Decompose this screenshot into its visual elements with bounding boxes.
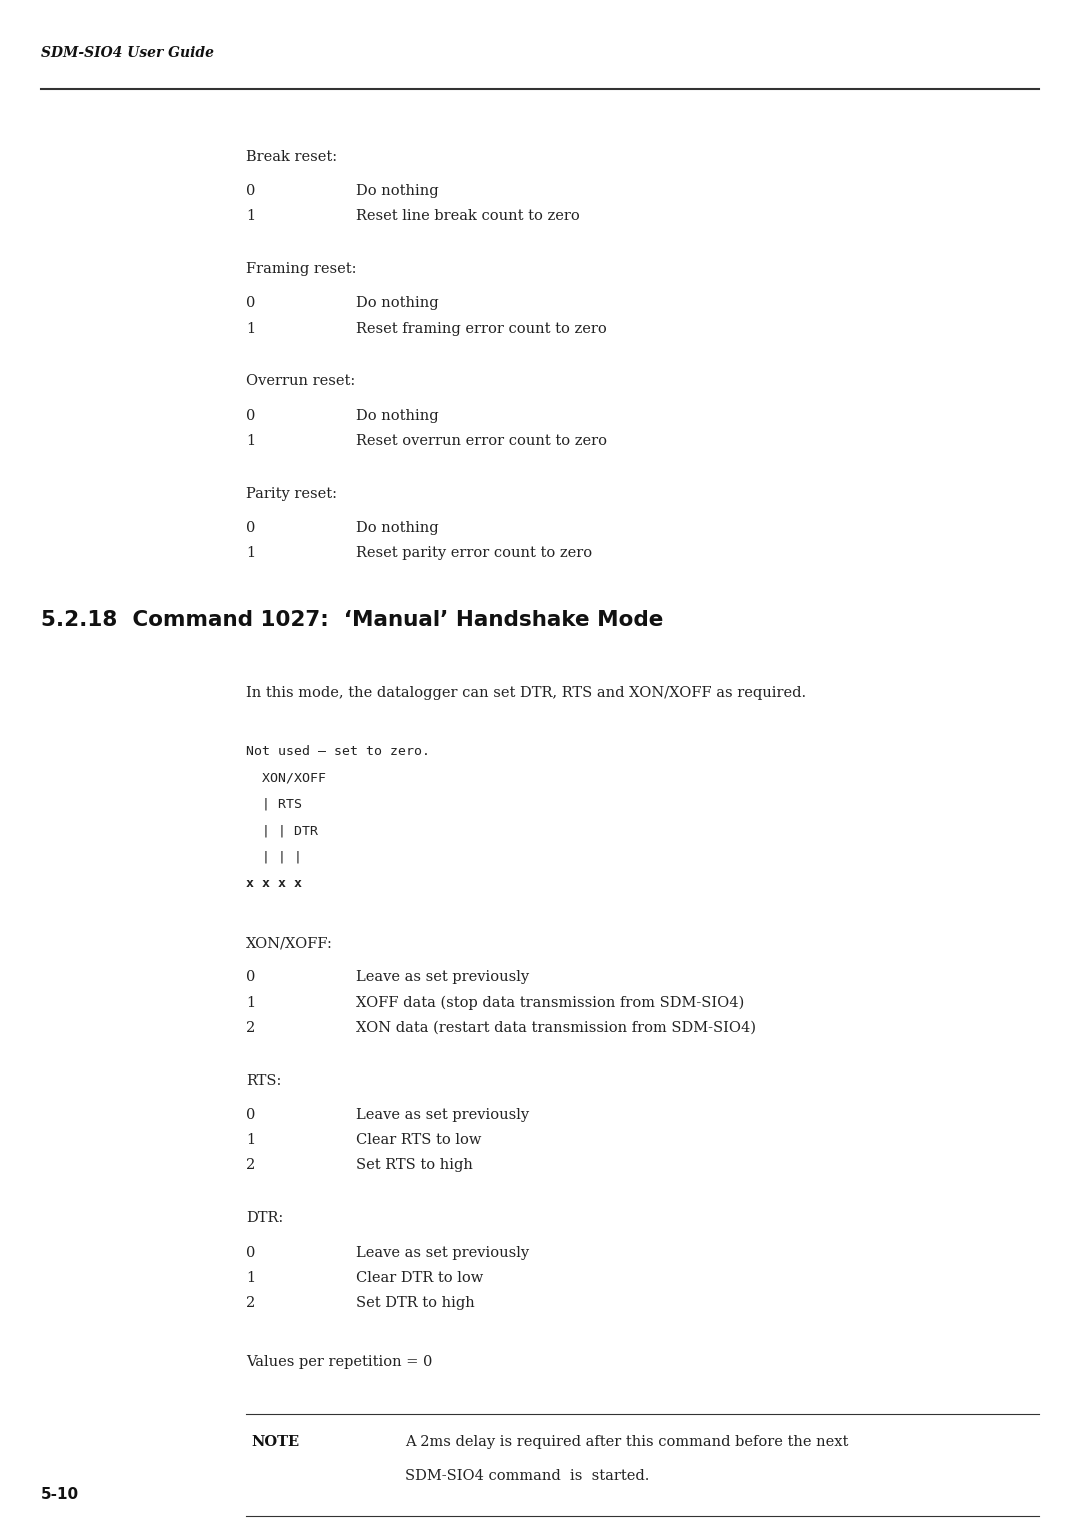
Text: XON/XOFF:: XON/XOFF: [246,937,333,950]
Text: 0: 0 [246,408,256,423]
Text: NOTE: NOTE [252,1435,300,1449]
Text: Clear RTS to low: Clear RTS to low [356,1134,482,1148]
Text: 1: 1 [246,996,255,1010]
Text: | | |: | | | [246,851,302,863]
Text: 1: 1 [246,434,255,448]
Text: XOFF data (stop data transmission from SDM-SIO4): XOFF data (stop data transmission from S… [356,996,744,1010]
Text: Do nothing: Do nothing [356,296,440,310]
Text: 0: 0 [246,296,256,310]
Text: x x x x: x x x x [246,877,302,891]
Text: Overrun reset:: Overrun reset: [246,374,355,388]
Text: Reset parity error count to zero: Reset parity error count to zero [356,547,593,561]
Text: 0: 0 [246,521,256,535]
Text: 2: 2 [246,1021,256,1034]
Text: XON/XOFF: XON/XOFF [246,772,326,784]
Text: SDM-SIO4 User Guide: SDM-SIO4 User Guide [41,46,214,60]
Text: Do nothing: Do nothing [356,521,440,535]
Text: DTR:: DTR: [246,1212,283,1225]
Text: Clear DTR to low: Clear DTR to low [356,1271,484,1285]
Text: 1: 1 [246,321,255,336]
Text: | | DTR: | | DTR [246,824,319,837]
Text: 0: 0 [246,1108,256,1122]
Text: Do nothing: Do nothing [356,408,440,423]
Text: 0: 0 [246,1245,256,1259]
Text: Break reset:: Break reset: [246,150,337,163]
Text: RTS:: RTS: [246,1074,282,1088]
Text: 1: 1 [246,209,255,223]
Text: 0: 0 [246,970,256,984]
Text: Not used – set to zero.: Not used – set to zero. [246,746,430,758]
Text: In this mode, the datalogger can set DTR, RTS and XON/XOFF as required.: In this mode, the datalogger can set DTR… [246,686,807,700]
Text: Leave as set previously: Leave as set previously [356,1108,529,1122]
Text: Set DTR to high: Set DTR to high [356,1296,475,1309]
Text: 2: 2 [246,1158,256,1172]
Text: Parity reset:: Parity reset: [246,486,337,501]
Text: 1: 1 [246,1271,255,1285]
Text: 5-10: 5-10 [41,1487,79,1502]
Text: SDM-SIO4 command  is  started.: SDM-SIO4 command is started. [405,1468,649,1484]
Text: | RTS: | RTS [246,798,302,811]
Text: 5.2.18  Command 1027:  ‘Manual’ Handshake Mode: 5.2.18 Command 1027: ‘Manual’ Handshake … [41,610,663,630]
Text: 0: 0 [246,183,256,199]
Text: Reset overrun error count to zero: Reset overrun error count to zero [356,434,607,448]
Text: Do nothing: Do nothing [356,183,440,199]
Text: Set RTS to high: Set RTS to high [356,1158,473,1172]
Text: 2: 2 [246,1296,256,1309]
Text: 1: 1 [246,547,255,561]
Text: A 2ms delay is required after this command before the next: A 2ms delay is required after this comma… [405,1435,849,1449]
Text: Framing reset:: Framing reset: [246,261,356,277]
Text: XON data (restart data transmission from SDM-SIO4): XON data (restart data transmission from… [356,1021,756,1034]
Text: 1: 1 [246,1134,255,1148]
Text: Leave as set previously: Leave as set previously [356,970,529,984]
Text: Reset line break count to zero: Reset line break count to zero [356,209,580,223]
Text: Leave as set previously: Leave as set previously [356,1245,529,1259]
Text: Values per repetition = 0: Values per repetition = 0 [246,1355,433,1369]
Text: Reset framing error count to zero: Reset framing error count to zero [356,321,607,336]
